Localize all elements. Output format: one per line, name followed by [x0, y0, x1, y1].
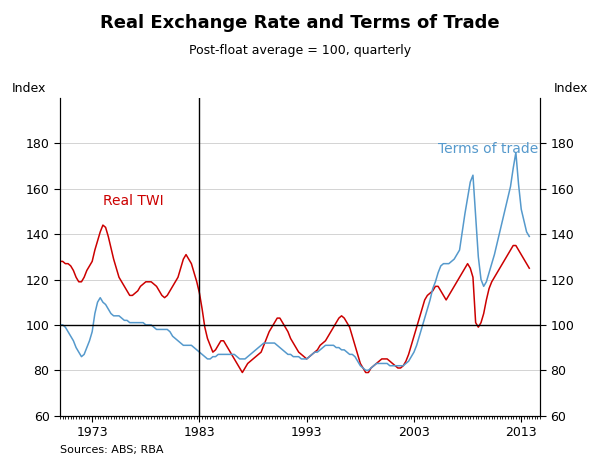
Text: Sources: ABS; RBA: Sources: ABS; RBA — [60, 446, 163, 455]
Text: Real Exchange Rate and Terms of Trade: Real Exchange Rate and Terms of Trade — [100, 14, 500, 32]
Text: Post-float average = 100, quarterly: Post-float average = 100, quarterly — [189, 44, 411, 57]
Text: Index: Index — [554, 82, 588, 95]
Text: Real TWI: Real TWI — [103, 194, 164, 208]
Text: Terms of trade: Terms of trade — [437, 142, 538, 156]
Text: Index: Index — [12, 82, 46, 95]
